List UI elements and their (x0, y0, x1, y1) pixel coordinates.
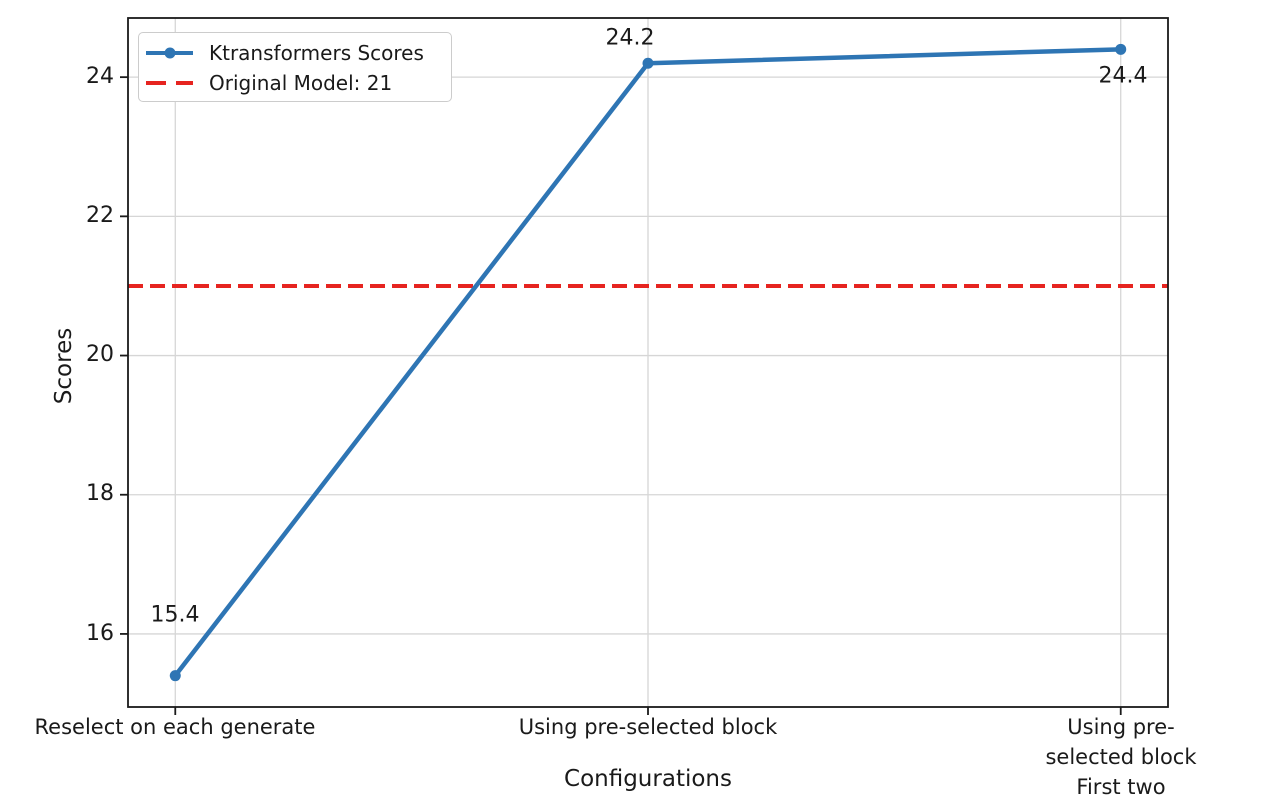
legend-label-series: Ktransformers Scores (209, 41, 424, 65)
y-axis-label: Scores (51, 327, 77, 405)
x-axis-label: Configurations (564, 766, 732, 792)
data-label-point-3: 24.4 (1098, 63, 1148, 89)
data-label-point-2: 24.2 (605, 25, 655, 51)
y-tick-label: 16 (86, 621, 114, 646)
y-tick-label: 20 (86, 342, 114, 367)
legend-entry-series: Ktransformers Scores (146, 38, 443, 68)
x-tick-label: Using pre-selected block (518, 715, 778, 739)
y-tick-label: 18 (86, 481, 114, 506)
reference-dash-sample-icon (146, 81, 193, 85)
series-marker-icon (164, 47, 175, 59)
x-tick-label: Reselect on each generate (34, 715, 316, 739)
legend: Ktransformers Scores Original Model: 21 (138, 32, 452, 102)
series-line-sample-icon (146, 47, 193, 59)
y-tick-label: 22 (86, 203, 114, 228)
x-tick-label: Using pre-selected block First two layer… (1045, 715, 1197, 799)
legend-entry-reference: Original Model: 21 (146, 68, 443, 98)
y-tick-label: 24 (86, 64, 114, 89)
data-label-point-1: 15.4 (150, 602, 200, 628)
legend-label-reference: Original Model: 21 (209, 71, 393, 95)
